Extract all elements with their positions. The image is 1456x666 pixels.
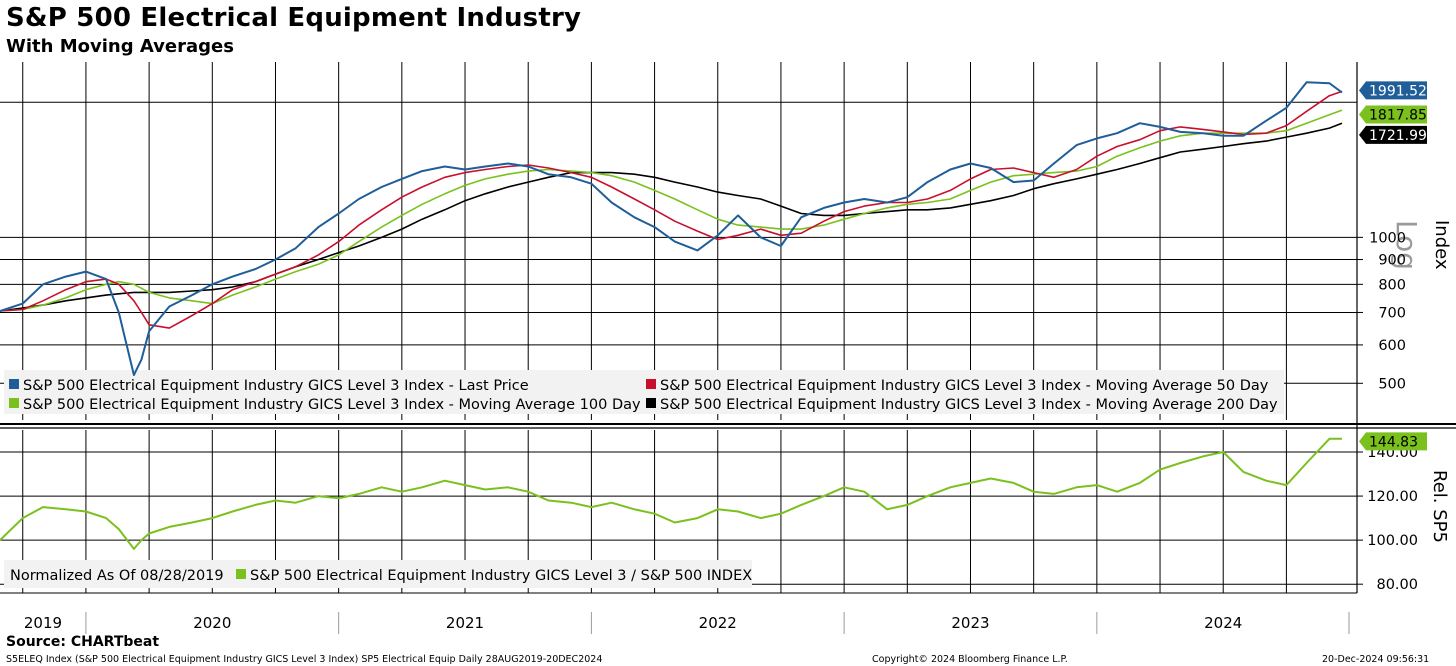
footer-copyright: Copyright© 2024 Bloomberg Finance L.P. bbox=[872, 654, 1068, 665]
last-label-ma200: 1721.99 bbox=[1369, 128, 1427, 144]
y-tick-label: 80.00 bbox=[1376, 577, 1418, 593]
y-axis-label-rel: Rel. SP5 bbox=[1429, 470, 1450, 543]
legend-label-ma50: S&P 500 Electrical Equipment Industry GI… bbox=[660, 378, 1269, 394]
y-tick-label: 900 bbox=[1378, 253, 1406, 269]
x-tick-label: 2024 bbox=[1204, 614, 1242, 632]
legend-upper-box bbox=[4, 370, 1284, 414]
x-axis-years: 2019 2020 2021 2022 2023 2024 bbox=[24, 612, 1350, 634]
last-label-last-price-bg bbox=[1359, 81, 1427, 100]
last-label-relative-bg bbox=[1359, 432, 1427, 451]
x-tick-label: 2020 bbox=[193, 614, 231, 632]
x-tick-label: 2022 bbox=[699, 614, 737, 632]
y-axis-scale-label: Log bbox=[1390, 220, 1423, 270]
legend-swatch-last-price bbox=[9, 379, 19, 389]
last-label-last-price: 1991.52 bbox=[1369, 83, 1427, 99]
legend-swatch-relative bbox=[236, 569, 246, 579]
legend-label-last-price: S&P 500 Electrical Equipment Industry GI… bbox=[23, 378, 529, 394]
last-label-ma100-bg bbox=[1359, 105, 1427, 124]
series-lines bbox=[0, 81, 1343, 550]
legend-label-ma200: S&P 500 Electrical Equipment Industry GI… bbox=[660, 397, 1278, 413]
footer-description: S5ELEQ Index (S&P 500 Electrical Equipme… bbox=[6, 654, 603, 665]
series-line-ma50 bbox=[0, 90, 1343, 329]
legend-lower-box bbox=[4, 560, 752, 588]
y-tick-label: 800 bbox=[1378, 277, 1406, 293]
last-value-labels: 1721.99 1817.85 1991.52 144.83 bbox=[1359, 81, 1427, 451]
x-tick-label: 2019 bbox=[24, 614, 62, 632]
y-tick-label: 500 bbox=[1378, 376, 1406, 392]
last-label-ma200-bg bbox=[1359, 125, 1427, 144]
footer-timestamp: 20-Dec-2024 09:56:31 bbox=[1322, 654, 1430, 665]
last-label-ma100: 1817.85 bbox=[1369, 108, 1427, 124]
series-line-last-price bbox=[0, 81, 1343, 376]
y-tick-label: 120.00 bbox=[1367, 489, 1418, 505]
legend-label-relative: S&P 500 Electrical Equipment Industry GI… bbox=[250, 568, 752, 584]
y-tick-label: 1000 bbox=[1369, 230, 1406, 246]
y-tick-label: 700 bbox=[1378, 305, 1406, 321]
chart-title: S&P 500 Electrical Equipment Industry bbox=[6, 3, 582, 33]
series-line-ma200 bbox=[0, 122, 1343, 312]
series-line-ma100 bbox=[0, 109, 1343, 312]
grid-lines bbox=[0, 62, 1456, 594]
y-tick-label: 100.00 bbox=[1367, 533, 1418, 549]
x-tick-label: 2023 bbox=[951, 614, 989, 632]
last-label-relative: 144.83 bbox=[1369, 434, 1418, 450]
source-text: Source: CHARTbeat bbox=[6, 634, 160, 650]
y-axis-label-index: Index bbox=[1431, 220, 1452, 270]
legend-swatch-ma100 bbox=[9, 398, 19, 408]
y-tick-label: 600 bbox=[1378, 338, 1406, 354]
legend-swatch-ma200 bbox=[646, 398, 656, 408]
legend-swatch-ma50 bbox=[646, 379, 656, 389]
legend-normalized-note: Normalized As Of 08/28/2019 bbox=[10, 568, 224, 584]
chart-subtitle: With Moving Averages bbox=[6, 36, 234, 57]
legend-label-ma100: S&P 500 Electrical Equipment Industry GI… bbox=[23, 397, 641, 413]
x-tick-label: 2021 bbox=[446, 614, 484, 632]
series-line-relative bbox=[0, 437, 1342, 550]
y-axis-ticks-upper: 500 600 700 800 900 1000 bbox=[1357, 230, 1406, 392]
